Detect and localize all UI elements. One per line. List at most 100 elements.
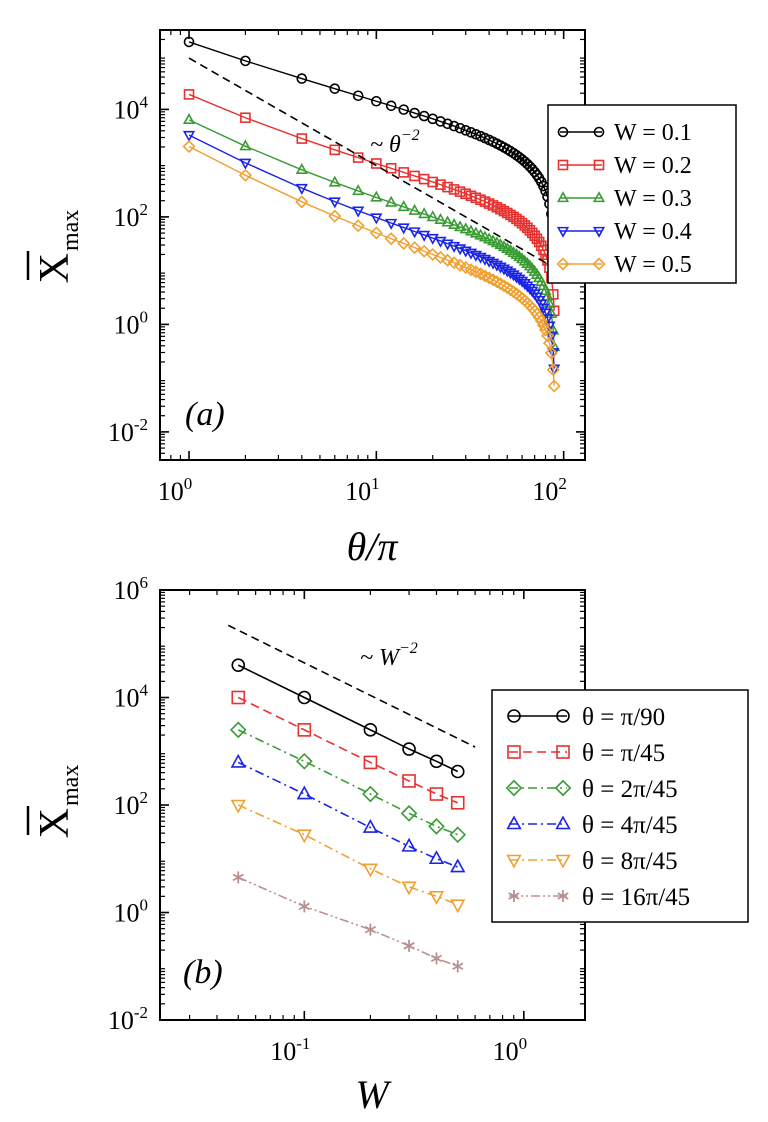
panel-b-reference-layer <box>227 624 476 748</box>
panel-b-data-point <box>450 899 466 914</box>
panel-b-series-6 <box>232 871 464 973</box>
panel-a-data-point <box>418 230 431 242</box>
panel-a-data-point <box>329 83 341 94</box>
panel-a-data-point <box>454 220 467 232</box>
panel-b-legend-item: θ = 4π/45 <box>506 812 678 839</box>
panel-b-series-3 <box>229 721 467 844</box>
panel-a-legend-item: W = 0.5 <box>556 252 692 278</box>
panel-a-data-point <box>295 183 308 195</box>
panel-a-data-point <box>470 128 482 140</box>
panel-b-legend-marker <box>555 854 571 869</box>
panel-a-data-point <box>532 310 546 324</box>
panel-b-series-4 <box>230 753 466 873</box>
panel-a-data-point <box>464 224 478 236</box>
panel-b-legend-marker <box>506 854 522 869</box>
svg-text:X: X <box>32 253 78 283</box>
panel-b-series-line <box>237 761 459 868</box>
panel-a-data-point <box>385 195 398 207</box>
panel-a-data-point <box>239 158 252 170</box>
panel-b-data-point <box>232 871 244 884</box>
panel-a-x-axis-title: θ/π <box>347 524 399 569</box>
panel-a-legend-item: W = 0.2 <box>557 153 692 179</box>
panel-a-data-point <box>493 277 508 291</box>
panel-b-data-point <box>295 752 313 770</box>
panel-a-data-point <box>490 275 504 289</box>
panel-b-legend: θ = π/90 θ = π/45 θ = 2π/45 θ = 4π/45 θ = 8π… <box>491 689 749 923</box>
panel-a-legend-marker <box>557 159 569 171</box>
panel-b-data-point <box>401 881 417 896</box>
panel-a-data-point <box>442 118 453 130</box>
panel-b-data-point <box>401 837 417 852</box>
panel-b-ytick-label: 106 <box>114 573 149 605</box>
panel-a-data-point <box>435 179 446 190</box>
panel-a-ytick-label: 104 <box>114 92 149 124</box>
panel-a-ytick-label: 102 <box>114 200 149 232</box>
svg-text:X: X <box>32 808 78 838</box>
panel-a-legend-item: W = 0.4 <box>556 219 692 245</box>
panel-a-data-point <box>384 232 398 246</box>
panel-a-data-point <box>539 308 552 320</box>
panel-b-legend-marker <box>507 745 521 759</box>
panel-a-data-point <box>545 331 558 343</box>
panel-a-data-point <box>417 244 431 258</box>
panel-a-data-point <box>464 248 478 260</box>
panel-a-data-point <box>434 212 447 224</box>
panel-b-data-point <box>450 858 466 873</box>
panel-a-data-point <box>536 318 550 332</box>
panel-a-data-point <box>543 296 556 308</box>
panel-a-legend-box <box>547 104 737 284</box>
panel-a-data-point <box>538 323 553 337</box>
panel-a-data-point <box>447 256 461 270</box>
panel-b-data-point <box>362 819 379 833</box>
panel-a-data-point <box>523 283 536 295</box>
panel-b-series-line <box>237 696 459 804</box>
panel-a-data-point <box>534 314 548 328</box>
panel-a-data-point <box>482 271 496 285</box>
panel-a-data-point <box>370 213 383 225</box>
panel-b-data-point <box>428 818 445 835</box>
panel-b-legend-marker <box>508 890 520 902</box>
panel-a-data-point <box>426 210 439 222</box>
panel-b-data-point <box>362 785 379 803</box>
panel-a-series-line <box>188 145 555 387</box>
panel-b-legend-marker <box>507 709 521 723</box>
panel-b-ytick-label: 100 <box>114 896 149 928</box>
panel-a-data-point <box>397 200 410 212</box>
panel-b-data-point <box>429 787 444 801</box>
panel-b-data-point <box>298 900 310 913</box>
panel-a-data-point <box>385 218 398 230</box>
panel-a-data-point <box>541 289 554 301</box>
panel-b-data-point <box>402 742 416 756</box>
panel-a-legend: W = 0.1 W = 0.2 W = 0.3 W = 0.4 W = 0.5 <box>547 104 737 284</box>
panel-a-legend-item: W = 0.3 <box>556 186 692 212</box>
panel-a-data-point <box>296 73 308 84</box>
panel-a-legend-marker <box>556 191 570 203</box>
panel-a-data-point <box>408 227 421 239</box>
panel-b-reference-line <box>227 624 476 748</box>
panel-b-legend-item: θ = π/45 <box>507 740 665 767</box>
panel-b-data-point <box>450 795 465 810</box>
panel-a-data-point <box>459 222 472 234</box>
panel-a-data-point <box>521 281 534 293</box>
panel-b-legend-label: θ = 8π/45 <box>582 848 678 875</box>
panel-a-data-point <box>454 122 466 134</box>
panel-a-xtick-label: 100 <box>158 474 193 506</box>
panel-a-data-point <box>397 223 410 235</box>
panel-a-data-point <box>328 209 342 223</box>
panel-b-data-point <box>230 799 246 814</box>
panel-a-data-point <box>182 113 196 125</box>
panel-a-data-point <box>385 100 397 112</box>
panel-a-data-point <box>183 89 195 100</box>
panel-a-data-point <box>441 253 455 267</box>
panel-a-data-point <box>370 190 383 202</box>
panel-a-data-point <box>418 207 431 219</box>
panel-a-ytick-label: 100 <box>114 307 149 339</box>
panel-b-legend-marker <box>555 815 571 830</box>
panel-a-data-point <box>427 176 439 188</box>
panel-b-legend-marker <box>556 709 570 723</box>
panel-b-data-point <box>402 774 416 788</box>
panel-b-series-1 <box>231 658 465 779</box>
svg-text:max: max <box>58 210 84 251</box>
panel-b-legend-item: θ = 2π/45 <box>505 776 678 803</box>
panel-a-legend-label: W = 0.4 <box>614 219 692 245</box>
